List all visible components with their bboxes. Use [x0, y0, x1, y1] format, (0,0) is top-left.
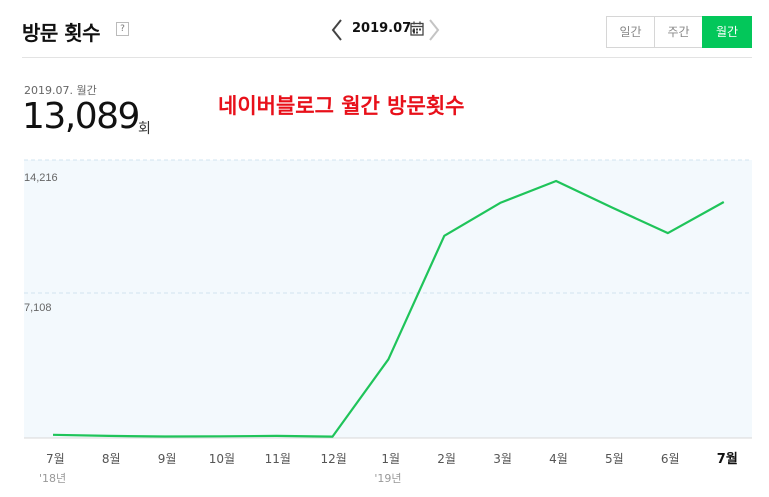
x-tick-label: 9월: [158, 452, 177, 466]
header-divider: [22, 57, 752, 58]
visit-count: 13,089: [22, 96, 140, 137]
x-tick-label: 12월: [321, 452, 347, 466]
x-tick-label: 5월: [605, 452, 624, 466]
y-tick-label: 7,108: [24, 302, 52, 314]
period-tabs: 일간 주간 월간: [606, 16, 752, 48]
chevron-left-icon[interactable]: [330, 18, 344, 42]
y-tick-label: 14,216: [24, 172, 58, 184]
x-tick-label: 1월: [381, 452, 400, 466]
series-line: [52, 179, 725, 438]
year-label: '19년: [374, 472, 401, 485]
year-label: '18년: [39, 472, 66, 485]
x-tick-label: 7월: [717, 451, 738, 467]
tab-weekly[interactable]: 주간: [654, 16, 703, 48]
x-tick-label: 6월: [661, 452, 680, 466]
tab-monthly[interactable]: 월간: [702, 16, 752, 48]
x-tick-label: 3월: [493, 452, 512, 466]
tab-daily[interactable]: 일간: [606, 16, 655, 48]
x-tick-label: 2월: [437, 452, 456, 466]
calendar-icon[interactable]: [410, 21, 424, 36]
x-tick-label: 7월: [46, 452, 65, 466]
annotation-text: 네이버블로그 월간 방문횟수: [218, 94, 465, 118]
period-label: 2019.07.: [352, 21, 417, 36]
x-tick-label: 4월: [549, 452, 568, 466]
page-title: 방문 횟수: [22, 21, 101, 45]
help-icon[interactable]: ?: [116, 22, 129, 36]
x-tick-label: 11월: [265, 452, 291, 466]
visit-count-unit: 회: [138, 121, 151, 137]
chevron-right-icon[interactable]: [427, 18, 441, 42]
plot-area: [24, 160, 752, 438]
x-tick-label: 10월: [209, 452, 235, 466]
x-tick-label: 8월: [102, 452, 121, 466]
summary-period: 2019.07. 월간: [24, 84, 97, 97]
